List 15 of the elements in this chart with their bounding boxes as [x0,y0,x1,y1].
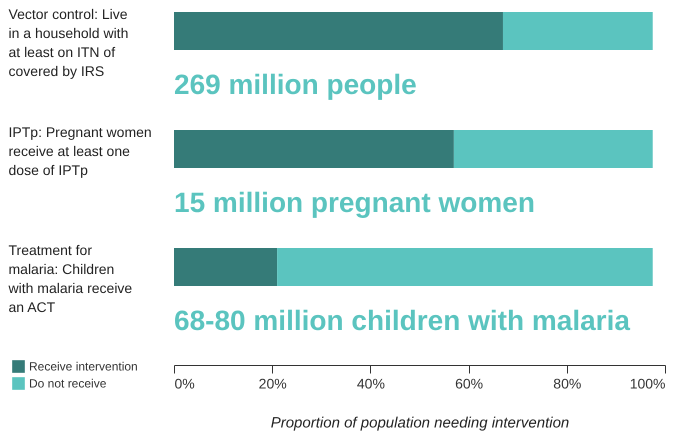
annotation: 269 million people [174,69,417,100]
x-tick-label: 80% [553,376,582,392]
y-tick-label: Vector control: Live in a household with at least on ITN of covered by IRS [8,6,128,79]
x-tick-label: 100% [630,376,666,392]
y-tick-label: Treatment for malaria: Children with malaria receive an ACT [8,242,132,315]
legend-label: Do not receive [29,376,107,390]
x-tick-label: 0% [174,376,195,392]
annotation: 15 million pregnant women [174,187,535,218]
x-tick-label: 20% [258,376,287,392]
legend-label: Receive intervention [29,360,138,374]
x-axis-title: Proportion of population needing intervention [270,414,570,432]
annotation: 68-80 million children with malaria [174,305,630,336]
x-tick-label: 60% [455,376,484,392]
y-tick-label: IPTp: Pregnant women receive at least one dose of IPTp [8,124,152,178]
x-tick-label: 40% [356,376,385,392]
